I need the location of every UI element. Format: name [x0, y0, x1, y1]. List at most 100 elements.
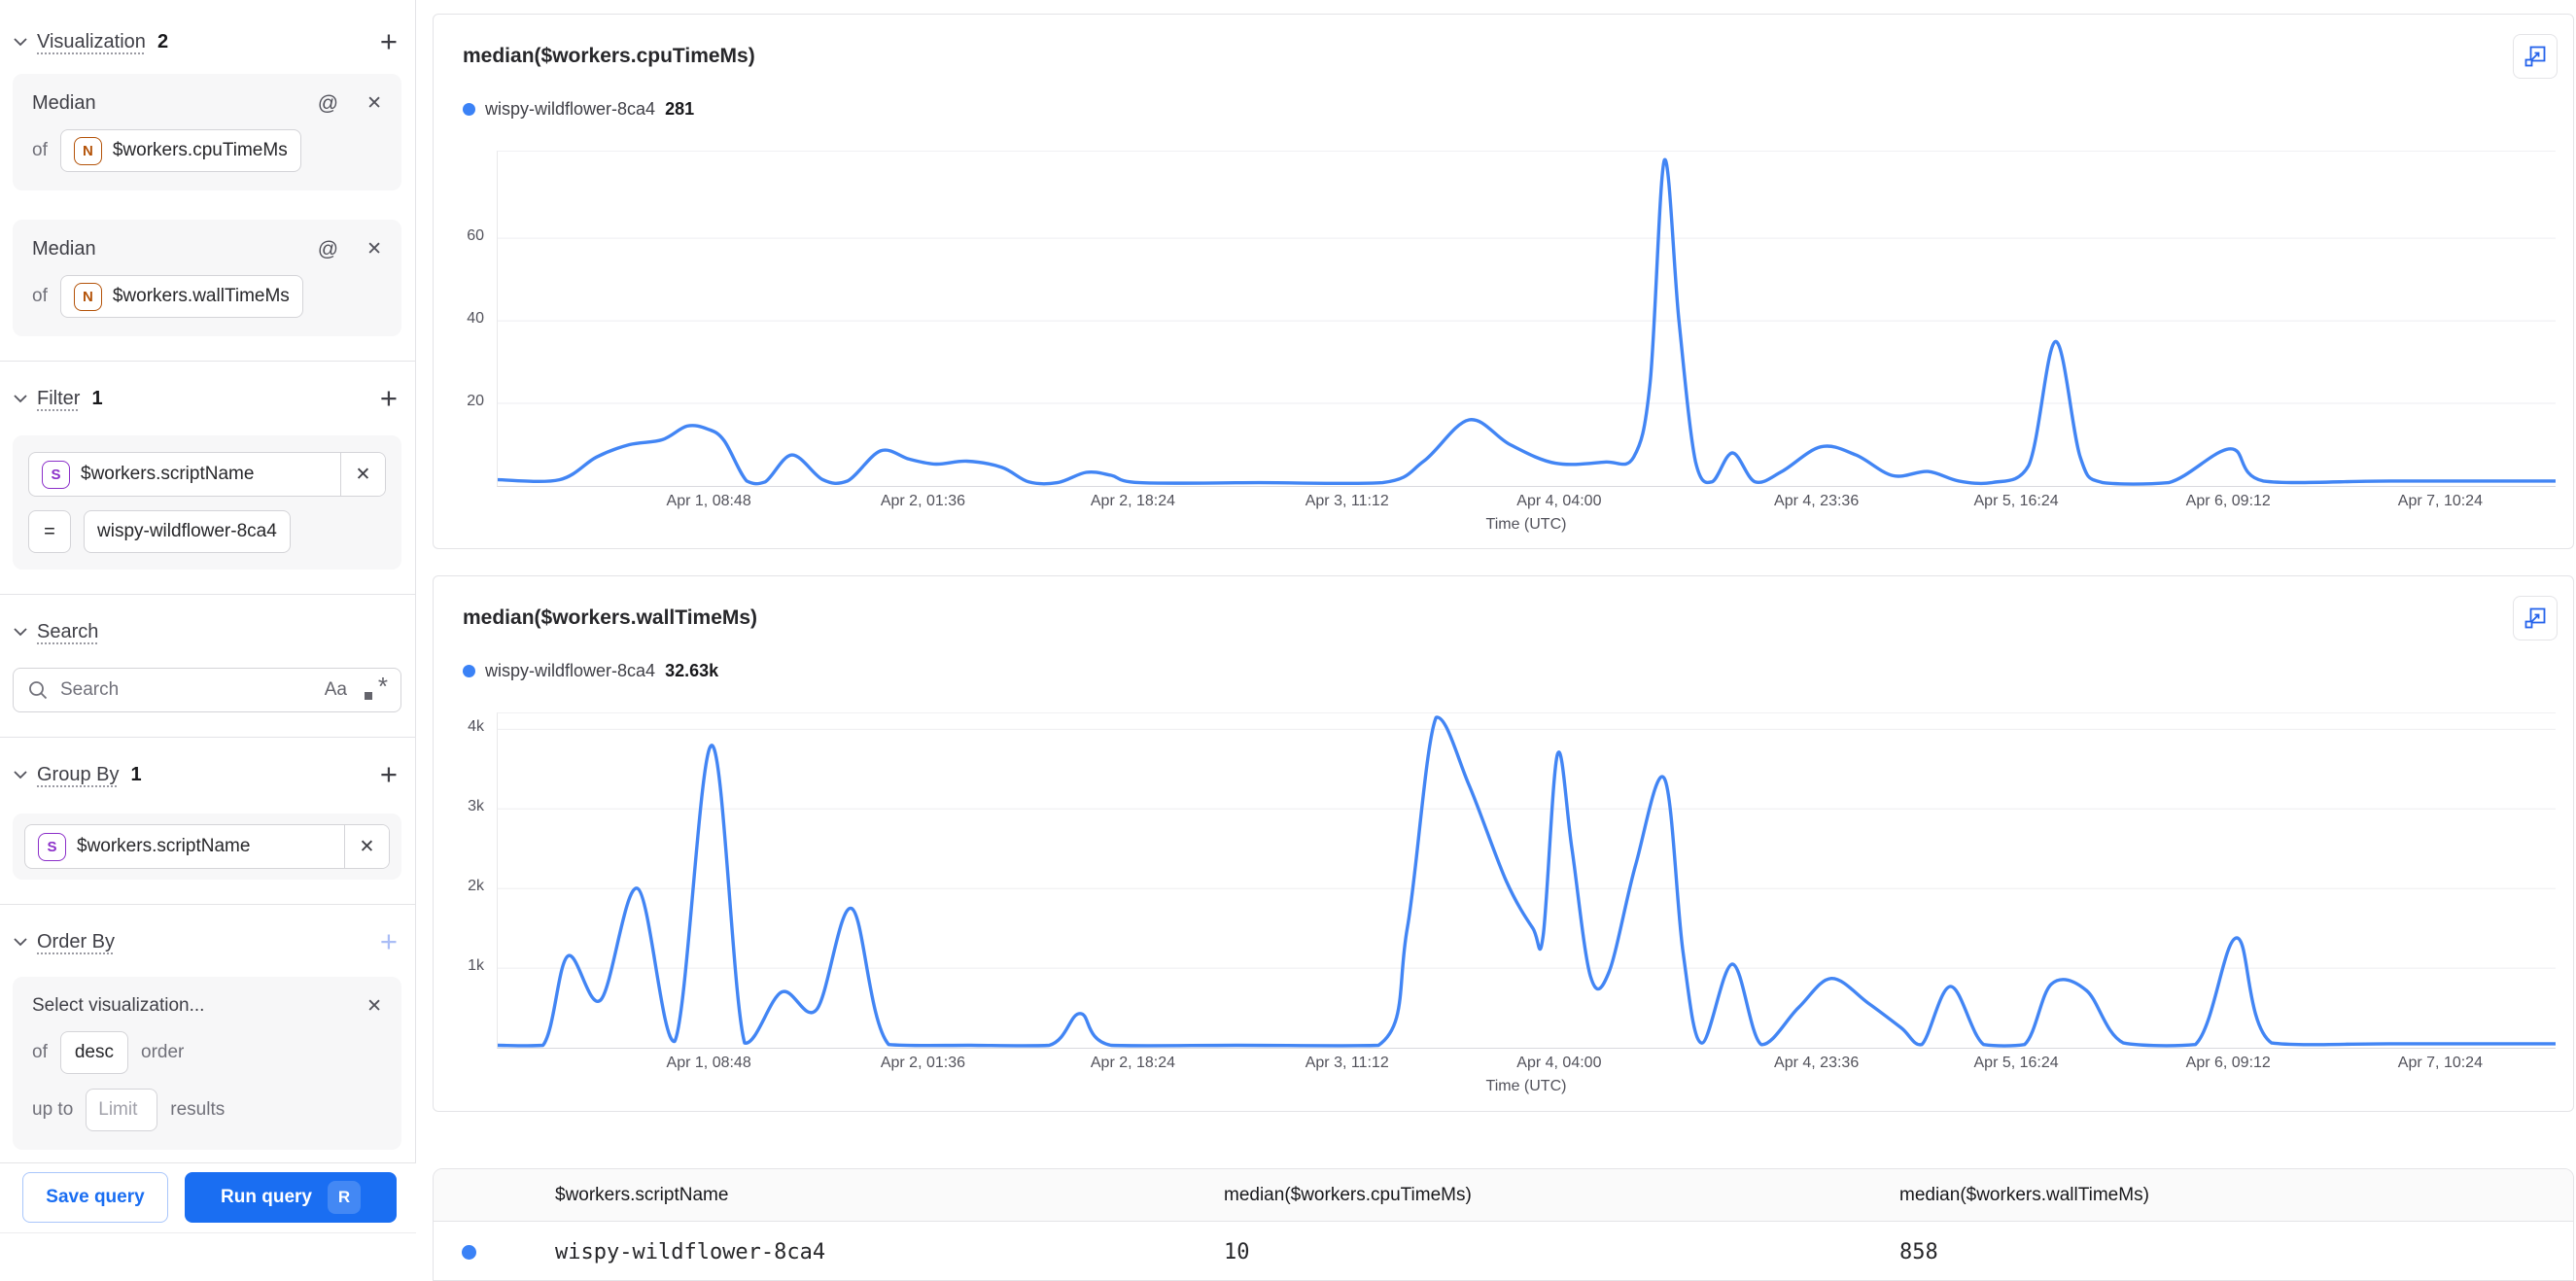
sort-direction-button[interactable]: desc [59, 1031, 128, 1074]
column-header: median($workers.wallTimeMs) [1899, 1184, 2149, 1205]
results-table: $workers.scriptName median($workers.cpuT… [433, 1168, 2574, 1281]
y-tick-label: 40 [467, 310, 484, 328]
of-label: of [32, 1042, 48, 1062]
x-tick-label: Apr 4, 04:00 [1516, 493, 1602, 509]
y-tick-label: 1k [468, 957, 484, 975]
order-by-section-title[interactable]: Order By [37, 930, 116, 952]
run-query-button[interactable]: Run query R [185, 1172, 397, 1223]
order-by-visualization-select[interactable]: Select visualization... [32, 995, 205, 1016]
visualization-card: Median @ ✕ of N $workers.wallTimeMs [13, 220, 401, 336]
filter-operator[interactable]: = [28, 510, 71, 553]
remove-group-by-button[interactable]: ✕ [344, 825, 389, 868]
filter-field-selector[interactable]: S $workers.scriptName [29, 453, 340, 496]
y-tick-label: 4k [468, 718, 484, 736]
at-icon[interactable]: @ [317, 92, 339, 115]
x-tick-label: Apr 7, 10:24 [2397, 1055, 2483, 1071]
group-by-field-selector[interactable]: S $workers.scriptName [25, 825, 344, 868]
x-axis: Apr 1, 08:48 Apr 2, 01:36 Apr 2, 18:24 Apr … [497, 493, 2556, 514]
of-label: of [32, 286, 48, 306]
search-section-title[interactable]: Search [37, 620, 99, 642]
add-group-by-button[interactable]: + [379, 757, 398, 791]
filter-section-header: Filter 1 + [0, 383, 415, 414]
results-label: results [170, 1099, 226, 1120]
search-input[interactable] [13, 668, 401, 712]
y-tick-label: 3k [468, 798, 484, 815]
filter-value[interactable]: wispy-wildflower-8ca4 [84, 510, 291, 553]
order-by-card: Select visualization... ✕ of desc order … [13, 977, 401, 1150]
group-by-section-title[interactable]: Group By [37, 763, 120, 785]
aggregation-label[interactable]: Median [32, 92, 96, 114]
x-tick-label: Apr 2, 01:36 [880, 493, 966, 509]
table-row[interactable]: wispy-wildflower-8ca4 10 858 [434, 1222, 2573, 1280]
cpu-time-chart-panel: median($workers.cpuTimeMs) wispy-wildflo… [433, 14, 2574, 549]
series-legend[interactable]: wispy-wildflower-8ca4 32.63k [463, 661, 718, 681]
expand-chart-button[interactable] [2513, 596, 2558, 640]
regex-icon[interactable]: * [363, 672, 388, 703]
filter-card: S $workers.scriptName ✕ = wispy-wildflow… [13, 435, 401, 570]
run-query-label: Run query [221, 1187, 312, 1207]
chevron-down-icon[interactable] [13, 936, 28, 948]
x-tick-label: Apr 3, 11:12 [1305, 1055, 1389, 1071]
x-tick-label: Apr 1, 08:48 [666, 493, 751, 509]
x-tick-label: Apr 2, 01:36 [880, 1055, 966, 1071]
section-divider [0, 594, 415, 595]
group-by-field-name: $workers.scriptName [77, 836, 251, 856]
order-label: order [141, 1042, 185, 1062]
add-filter-button[interactable]: + [379, 381, 398, 415]
legend-series-name: wispy-wildflower-8ca4 [485, 99, 656, 119]
results-area: median($workers.cpuTimeMs) wispy-wildflo… [416, 0, 2576, 1281]
column-header: median($workers.cpuTimeMs) [1224, 1184, 1472, 1205]
chart-title: median($workers.wallTimeMs) [463, 606, 758, 629]
series-legend[interactable]: wispy-wildflower-8ca4 281 [463, 99, 694, 120]
field-selector[interactable]: N $workers.wallTimeMs [59, 275, 303, 318]
visualization-section-title[interactable]: Visualization [37, 30, 146, 52]
field-selector[interactable]: N $workers.cpuTimeMs [59, 129, 301, 172]
close-icon[interactable]: ✕ [366, 995, 382, 1017]
x-tick-label: Apr 7, 10:24 [2397, 493, 2483, 509]
aggregation-label[interactable]: Median [32, 238, 96, 260]
table-header-row: $workers.scriptName median($workers.cpuT… [434, 1169, 2573, 1222]
save-query-button[interactable]: Save query [22, 1172, 168, 1223]
filter-value-text: wispy-wildflower-8ca4 [97, 521, 277, 541]
filter-section-title[interactable]: Filter [37, 387, 81, 409]
string-type-icon: S [42, 460, 70, 489]
legend-series-name: wispy-wildflower-8ca4 [485, 661, 656, 680]
legend-series-value: 32.63k [665, 661, 719, 680]
group-by-card: S $workers.scriptName ✕ [13, 814, 401, 880]
expand-icon [2524, 46, 2546, 67]
cell-cpu-time: 10 [1224, 1239, 1250, 1264]
chevron-down-icon[interactable] [13, 769, 28, 780]
chevron-down-icon[interactable] [13, 626, 28, 638]
close-icon[interactable]: ✕ [366, 93, 382, 114]
plot-area[interactable] [496, 151, 2558, 487]
chevron-down-icon[interactable] [13, 36, 28, 48]
visualization-card: Median @ ✕ of N $workers.cpuTimeMs [13, 74, 401, 190]
at-icon[interactable]: @ [317, 238, 339, 260]
legend-dot [463, 665, 475, 677]
limit-input[interactable] [86, 1089, 158, 1131]
x-axis-title: Time (UTC) [1485, 516, 1567, 533]
sidebar-footer: Save query Run query R [0, 1162, 416, 1281]
expand-chart-button[interactable] [2513, 34, 2558, 79]
y-tick-label: 20 [467, 393, 484, 410]
x-tick-label: Apr 5, 16:24 [1973, 1055, 2059, 1071]
close-icon[interactable]: ✕ [366, 239, 382, 260]
field-name: $workers.wallTimeMs [112, 286, 290, 306]
query-builder-sidebar: Visualization 2 + Median @ ✕ of N $worke… [0, 0, 416, 1281]
numeric-type-icon: N [73, 136, 102, 165]
add-visualization-button[interactable]: + [379, 24, 398, 58]
chevron-down-icon[interactable] [13, 393, 28, 404]
x-tick-label: Apr 5, 16:24 [1973, 493, 2059, 509]
numeric-type-icon: N [73, 282, 102, 311]
search-section-header: Search [0, 616, 415, 647]
legend-series-value: 281 [665, 99, 695, 119]
x-tick-label: Apr 6, 09:12 [2185, 1055, 2271, 1071]
add-order-by-button[interactable]: + [379, 924, 398, 958]
plot-area[interactable] [496, 712, 2558, 1049]
x-tick-label: Apr 1, 08:48 [666, 1055, 751, 1071]
match-case-icon[interactable]: Aa [324, 679, 347, 700]
search-icon [29, 681, 48, 700]
up-to-label: up to [32, 1099, 74, 1120]
remove-filter-button[interactable]: ✕ [340, 453, 385, 496]
order-by-section-header: Order By + [0, 926, 415, 957]
